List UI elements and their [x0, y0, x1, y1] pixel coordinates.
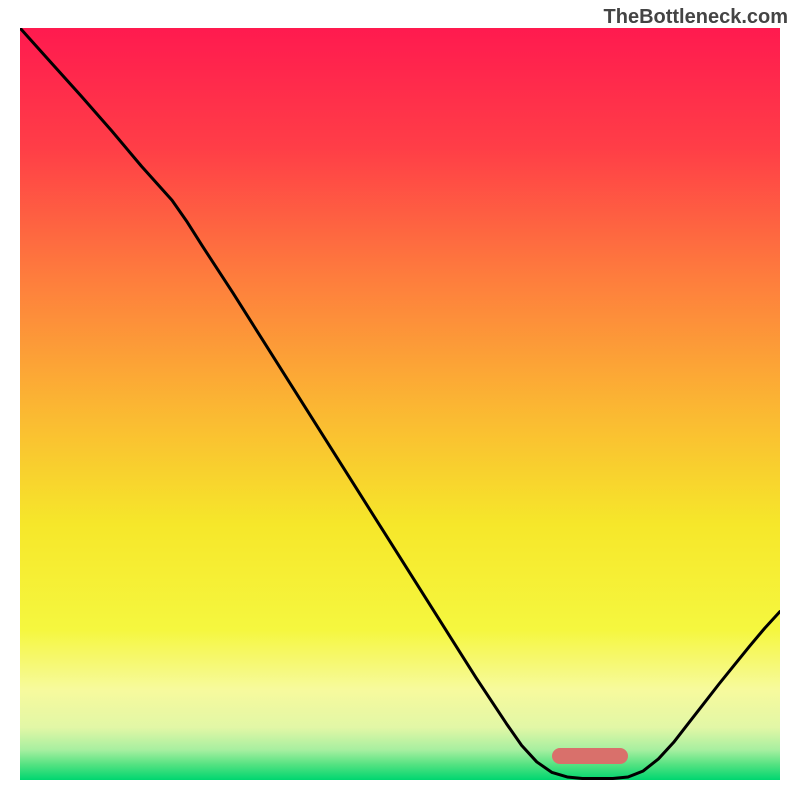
bottleneck-chart: TheBottleneck.com: [0, 0, 800, 800]
watermark-text: TheBottleneck.com: [604, 6, 788, 29]
target-marker: [552, 748, 628, 765]
bottleneck-curve: [20, 28, 780, 780]
plot-area: [20, 28, 780, 780]
